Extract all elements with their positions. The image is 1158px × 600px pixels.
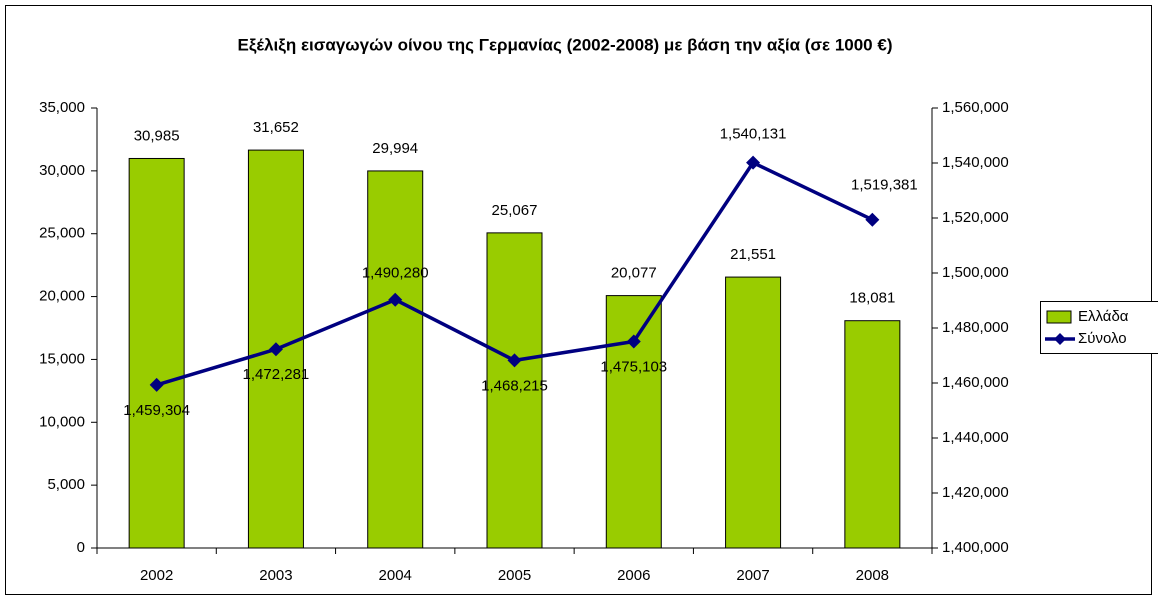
y-tick-label: 20,000 bbox=[39, 288, 85, 305]
marker bbox=[626, 334, 641, 349]
y2-tick-label: 1,400,000 bbox=[942, 539, 1009, 556]
y-tick-label: 30,000 bbox=[39, 162, 85, 179]
x-tick-label: 2008 bbox=[856, 567, 889, 584]
line-value-label: 1,490,280 bbox=[362, 265, 429, 282]
legend-swatch bbox=[1046, 310, 1072, 324]
chart-border bbox=[5, 5, 1152, 595]
marker bbox=[865, 212, 880, 227]
marker bbox=[746, 155, 761, 170]
line-value-label: 1,475,103 bbox=[600, 358, 667, 375]
bar-value-label: 21,551 bbox=[730, 246, 776, 263]
chart-title: Εξέλιξη εισαγωγών οίνου της Γερμανίας (2… bbox=[238, 35, 893, 54]
y2-tick-label: 1,480,000 bbox=[942, 319, 1009, 336]
y-tick-label: 0 bbox=[77, 539, 85, 556]
bar bbox=[725, 276, 782, 549]
y2-tick-label: 1,440,000 bbox=[942, 429, 1009, 446]
bar bbox=[128, 157, 185, 549]
line-value-label: 1,519,381 bbox=[851, 177, 918, 194]
line-value-label: 1,540,131 bbox=[720, 126, 787, 143]
y2-tick-label: 1,420,000 bbox=[942, 484, 1009, 501]
y-tick-label: 10,000 bbox=[39, 413, 85, 430]
bar bbox=[367, 170, 424, 549]
y-tick-label: 5,000 bbox=[47, 476, 85, 493]
x-tick-label: 2004 bbox=[379, 567, 412, 584]
marker bbox=[388, 292, 403, 307]
marker bbox=[268, 342, 283, 357]
legend-label: Σύνολο bbox=[1078, 330, 1127, 347]
bar bbox=[486, 232, 543, 549]
y2-tick-label: 1,460,000 bbox=[942, 374, 1009, 391]
line-value-label: 1,459,304 bbox=[123, 402, 190, 419]
bar-value-label: 30,985 bbox=[134, 127, 180, 144]
y2-tick-label: 1,560,000 bbox=[942, 99, 1009, 116]
bar-value-label: 18,081 bbox=[849, 290, 895, 307]
bar-value-label: 20,077 bbox=[611, 265, 657, 282]
legend-marker bbox=[1054, 333, 1066, 345]
marker bbox=[507, 353, 522, 368]
y-tick-label: 25,000 bbox=[39, 225, 85, 242]
marker bbox=[149, 377, 164, 392]
y-tick-label: 35,000 bbox=[39, 99, 85, 116]
x-tick-label: 2007 bbox=[736, 567, 769, 584]
bar-value-label: 31,652 bbox=[253, 119, 299, 136]
bar bbox=[844, 320, 901, 549]
x-tick-label: 2003 bbox=[259, 567, 292, 584]
legend-label: Ελλάδα bbox=[1078, 308, 1129, 325]
line-value-label: 1,472,281 bbox=[243, 366, 310, 383]
y2-tick-label: 1,540,000 bbox=[942, 154, 1009, 171]
y2-tick-label: 1,500,000 bbox=[942, 264, 1009, 281]
y2-tick-label: 1,520,000 bbox=[942, 209, 1009, 226]
x-tick-label: 2006 bbox=[617, 567, 650, 584]
x-tick-label: 2002 bbox=[140, 567, 173, 584]
bar-value-label: 25,067 bbox=[492, 202, 538, 219]
y-tick-label: 15,000 bbox=[39, 350, 85, 367]
bar-value-label: 29,994 bbox=[372, 140, 418, 157]
line-value-label: 1,468,215 bbox=[481, 377, 548, 394]
x-tick-label: 2005 bbox=[498, 567, 531, 584]
bar bbox=[605, 295, 662, 549]
